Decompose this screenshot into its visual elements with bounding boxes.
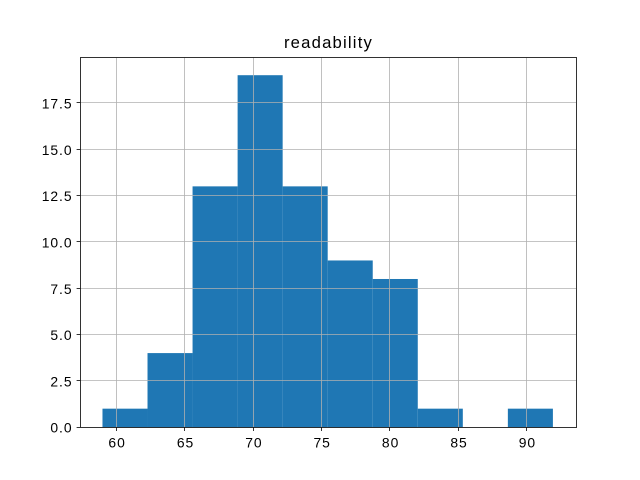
svg-text:10.0: 10.0	[42, 234, 73, 250]
svg-text:75: 75	[314, 434, 331, 450]
svg-text:15.0: 15.0	[42, 142, 73, 158]
svg-text:5.0: 5.0	[50, 327, 72, 343]
svg-text:85: 85	[450, 434, 467, 450]
svg-text:2.5: 2.5	[50, 373, 72, 389]
svg-text:7.5: 7.5	[50, 281, 72, 297]
svg-text:60: 60	[108, 434, 125, 450]
svg-text:90: 90	[519, 434, 536, 450]
svg-text:12.5: 12.5	[42, 188, 73, 204]
svg-text:80: 80	[382, 434, 399, 450]
svg-text:readability: readability	[284, 33, 373, 52]
svg-text:0.0: 0.0	[50, 420, 72, 436]
svg-text:17.5: 17.5	[42, 96, 73, 112]
svg-text:65: 65	[177, 434, 194, 450]
svg-text:70: 70	[245, 434, 262, 450]
